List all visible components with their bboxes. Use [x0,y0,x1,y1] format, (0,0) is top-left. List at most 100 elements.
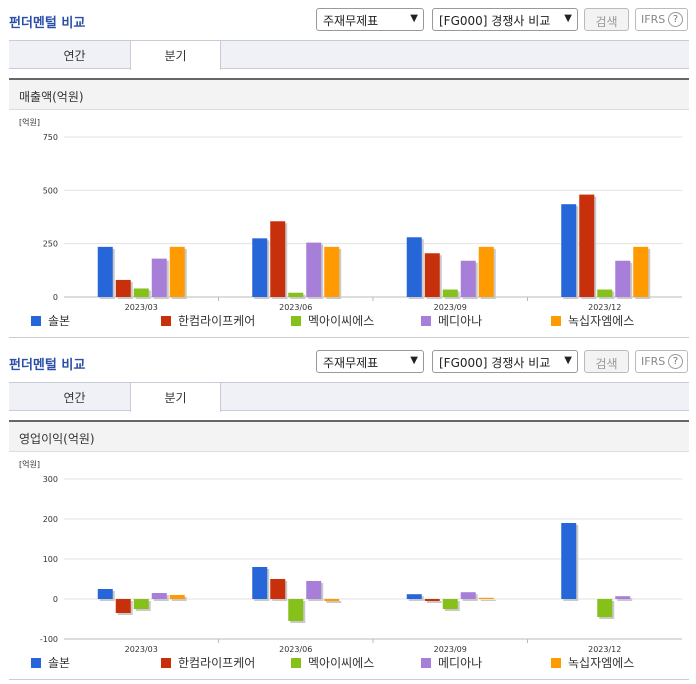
tab-annual[interactable]: 연간 [63,49,86,63]
legend-label[interactable]: 메디아나 [438,656,482,670]
bar-shadow [480,599,496,601]
tab-quarterly[interactable]: 분기 [130,383,221,412]
period-tabs: 연간 분기 [9,382,689,412]
chart-title: 영업이익(억원) [19,432,95,446]
statement-select[interactable]: 주재무제표 ▼ [316,8,424,31]
y-tick-label: -100 [40,635,58,644]
legend-label[interactable]: 멕아이씨에스 [308,656,374,670]
y-tick-label: 750 [43,133,58,142]
bar[interactable] [424,253,440,297]
bar[interactable] [615,596,631,599]
panel-header: 펀더멘털 비교 주재무제표 ▼ [FG000] 경쟁사 비교 ▼ 검색 IFRS… [0,0,696,38]
legend-swatch [291,658,301,668]
bar[interactable] [561,204,577,297]
y-tick-label: 0 [53,293,58,302]
legend-swatch [161,316,171,326]
bar[interactable] [169,246,185,297]
bar[interactable] [478,597,494,599]
bar[interactable] [252,238,268,297]
bar[interactable] [151,593,167,599]
tab-quarterly[interactable]: 분기 [130,41,221,70]
bar[interactable] [460,260,476,297]
legend-label[interactable]: 솔본 [48,656,70,670]
bar[interactable] [306,242,322,297]
y-unit-label: [억원] [19,459,40,469]
bar[interactable] [288,599,304,621]
panel-title: 펀더멘털 비교 [9,358,86,373]
chart-container: 매출액(억원) [억원] 0 250 500 750 2023/03 2023/06 2023… [9,78,689,338]
bar[interactable] [133,599,149,609]
legend-label[interactable]: 녹십자엠에스 [568,314,634,328]
bar[interactable] [151,258,167,297]
help-icon[interactable]: ? [668,354,683,369]
bar[interactable] [324,246,340,297]
x-tick-label: 2023/06 [279,645,312,654]
bar-shadow [326,601,342,603]
bar[interactable] [288,292,304,297]
bar[interactable] [115,279,131,297]
bar[interactable] [597,289,613,297]
bar[interactable] [252,567,268,599]
x-tick-label: 2023/12 [588,645,621,654]
legend-swatch [31,316,41,326]
x-tick-label: 2023/06 [279,303,312,312]
bar[interactable] [270,579,286,599]
bar[interactable] [597,599,613,617]
bar-shadow [617,598,633,601]
compare-select-value: [FG000] 경쟁사 비교 [439,356,551,370]
bar[interactable] [406,237,422,297]
bar[interactable] [270,221,286,297]
chart-header: 매출액(억원) [9,80,689,110]
bar[interactable] [442,289,458,297]
compare-select[interactable]: [FG000] 경쟁사 비교 ▼ [432,8,578,31]
statement-select-value: 주재무제표 [323,14,379,28]
legend-swatch [421,658,431,668]
bar[interactable] [460,592,476,599]
bar[interactable] [615,260,631,297]
bar[interactable] [324,599,340,601]
chart-header: 영업이익(억원) [9,422,689,452]
bar[interactable] [442,599,458,609]
legend-label[interactable]: 한컴라이프케어 [178,656,255,670]
help-icon[interactable]: ? [668,12,683,27]
bar[interactable] [133,288,149,297]
legend-swatch [161,658,171,668]
bar[interactable] [306,581,322,599]
legend-label[interactable]: 솔본 [48,314,70,328]
ifrs-button[interactable]: IFRS ? [635,8,688,31]
legend-label[interactable]: 메디아나 [438,314,482,328]
chart-container: 영업이익(억원) [억원] -100 0 100 200 300 2023/03 2023/0… [9,420,689,680]
legend-swatch [421,316,431,326]
search-button[interactable]: 검색 [584,350,629,373]
bar[interactable] [97,246,113,297]
chevron-down-icon: ▼ [564,355,572,366]
panel-title: 펀더멘털 비교 [9,16,86,31]
x-tick-label: 2023/09 [434,645,467,654]
ifrs-button[interactable]: IFRS ? [635,350,688,373]
bar[interactable] [406,594,422,599]
statement-select[interactable]: 주재무제표 ▼ [316,350,424,373]
ifrs-label: IFRS [641,13,666,26]
legend-label[interactable]: 한컴라이프케어 [178,314,255,328]
statement-select-value: 주재무제표 [323,356,379,370]
legend-swatch [551,658,561,668]
bar[interactable] [561,523,577,599]
tab-annual[interactable]: 연간 [63,391,86,405]
y-tick-label: 250 [43,240,58,249]
bar[interactable] [478,246,494,297]
legend-label[interactable]: 멕아이씨에스 [308,314,374,328]
compare-select[interactable]: [FG000] 경쟁사 비교 ▼ [432,350,578,373]
bar[interactable] [633,246,649,297]
chevron-down-icon: ▼ [410,355,418,366]
bar[interactable] [579,194,595,297]
ifrs-label: IFRS [641,355,666,368]
search-button[interactable]: 검색 [584,8,629,31]
legend-label[interactable]: 녹십자엠에스 [568,656,634,670]
bar[interactable] [115,599,131,613]
x-tick-label: 2023/03 [125,645,158,654]
y-tick-label: 300 [43,475,58,484]
bar[interactable] [424,599,440,601]
x-tick-label: 2023/12 [588,303,621,312]
bar[interactable] [97,589,113,599]
bar[interactable] [169,595,185,599]
